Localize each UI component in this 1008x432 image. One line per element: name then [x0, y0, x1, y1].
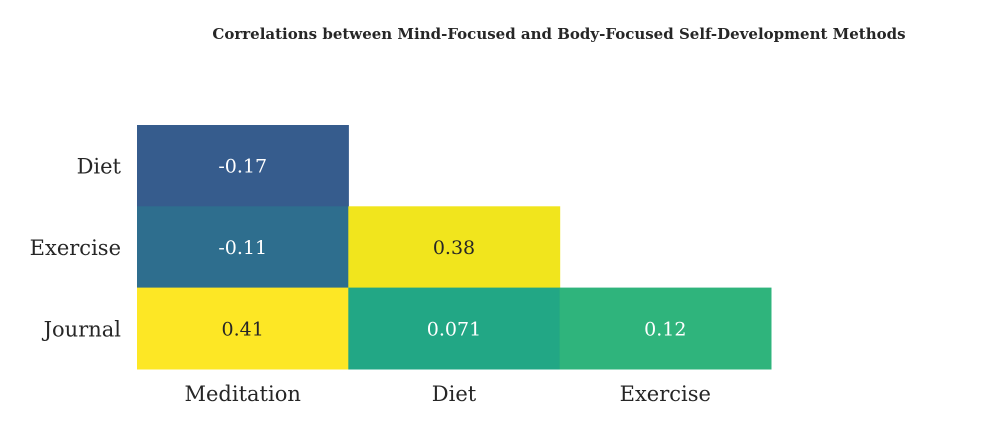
y-tick-label-diet: Diet	[77, 155, 122, 179]
y-tick-label-exercise: Exercise	[30, 236, 121, 260]
y-axis-ticks: Diet Exercise Journal	[30, 155, 122, 342]
heatmap-cell-exercise-meditation	[137, 206, 349, 289]
heatmap-cell-journal-diet	[348, 287, 561, 370]
heatmap-cell-diet-meditation	[137, 125, 349, 207]
cell-value-label: 0.38	[433, 237, 475, 259]
heatmap-cells	[137, 125, 772, 370]
chart-title: Correlations between Mind-Focused and Bo…	[212, 25, 905, 43]
cell-value-label: 0.071	[427, 318, 481, 340]
x-tick-label-exercise: Exercise	[620, 382, 711, 406]
heatmap-cell-labels: -0.17 -0.11 0.38 0.41 0.071 0.12	[218, 156, 686, 341]
cell-value-label: 0.12	[644, 318, 686, 340]
cell-value-label: -0.11	[218, 237, 267, 259]
heatmap-cell-exercise-diet	[348, 206, 561, 289]
y-tick-label-journal: Journal	[42, 317, 122, 341]
x-tick-label-diet: Diet	[432, 382, 477, 406]
heatmap-cell-journal-meditation	[137, 287, 349, 370]
x-tick-label-meditation: Meditation	[185, 382, 301, 406]
cell-value-label: -0.17	[218, 156, 267, 178]
x-axis-ticks: Meditation Diet Exercise	[185, 382, 711, 406]
cell-value-label: 0.41	[222, 318, 264, 340]
heatmap-cell-journal-exercise	[559, 287, 772, 370]
